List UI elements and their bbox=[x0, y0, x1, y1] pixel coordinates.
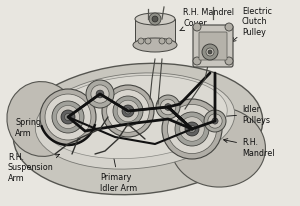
Circle shape bbox=[138, 39, 144, 45]
Circle shape bbox=[152, 17, 158, 23]
FancyBboxPatch shape bbox=[199, 33, 227, 61]
Ellipse shape bbox=[133, 39, 177, 53]
Circle shape bbox=[149, 14, 161, 26]
Ellipse shape bbox=[35, 74, 235, 169]
Text: R.H. Mandrel
Cover: R.H. Mandrel Cover bbox=[180, 8, 234, 32]
Circle shape bbox=[96, 91, 104, 98]
Circle shape bbox=[185, 122, 199, 136]
Circle shape bbox=[212, 118, 218, 124]
Circle shape bbox=[45, 95, 91, 140]
Circle shape bbox=[225, 24, 233, 32]
Circle shape bbox=[193, 24, 201, 32]
Ellipse shape bbox=[43, 76, 227, 159]
Circle shape bbox=[159, 39, 165, 45]
Circle shape bbox=[61, 110, 75, 124]
Circle shape bbox=[145, 39, 151, 45]
Circle shape bbox=[188, 126, 196, 133]
Circle shape bbox=[52, 102, 84, 133]
Circle shape bbox=[193, 58, 201, 66]
Circle shape bbox=[117, 101, 139, 122]
Circle shape bbox=[107, 90, 149, 133]
FancyBboxPatch shape bbox=[193, 26, 233, 68]
Circle shape bbox=[40, 90, 96, 145]
Circle shape bbox=[208, 51, 212, 55]
Circle shape bbox=[162, 99, 222, 159]
Circle shape bbox=[225, 58, 233, 66]
Text: R.H.
Suspension
Arm: R.H. Suspension Arm bbox=[8, 152, 59, 182]
Ellipse shape bbox=[171, 107, 266, 187]
Circle shape bbox=[208, 114, 222, 129]
Circle shape bbox=[56, 106, 80, 129]
Ellipse shape bbox=[135, 14, 175, 26]
Ellipse shape bbox=[7, 82, 77, 157]
Circle shape bbox=[202, 45, 218, 61]
Circle shape bbox=[175, 112, 209, 146]
Text: R.H.
Mandrel: R.H. Mandrel bbox=[224, 138, 274, 157]
Text: Primary
Idler Arm: Primary Idler Arm bbox=[100, 153, 137, 192]
Circle shape bbox=[64, 114, 71, 121]
Circle shape bbox=[125, 109, 131, 115]
Text: Electric
Clutch
Pulley: Electric Clutch Pulley bbox=[232, 7, 272, 42]
Circle shape bbox=[165, 104, 171, 111]
Circle shape bbox=[206, 49, 214, 57]
Circle shape bbox=[122, 105, 134, 117]
Circle shape bbox=[180, 117, 204, 142]
Circle shape bbox=[166, 39, 172, 45]
Circle shape bbox=[204, 110, 226, 132]
Circle shape bbox=[113, 97, 143, 126]
Text: Idler
Pulleys: Idler Pulleys bbox=[219, 105, 270, 124]
Circle shape bbox=[156, 96, 180, 119]
Circle shape bbox=[160, 100, 176, 115]
Circle shape bbox=[102, 85, 154, 137]
Circle shape bbox=[91, 85, 109, 104]
Circle shape bbox=[167, 105, 217, 154]
Text: Spring
Arm: Spring Arm bbox=[15, 118, 81, 138]
Bar bbox=[135, 20, 175, 46]
Ellipse shape bbox=[13, 64, 263, 195]
Circle shape bbox=[86, 81, 114, 109]
